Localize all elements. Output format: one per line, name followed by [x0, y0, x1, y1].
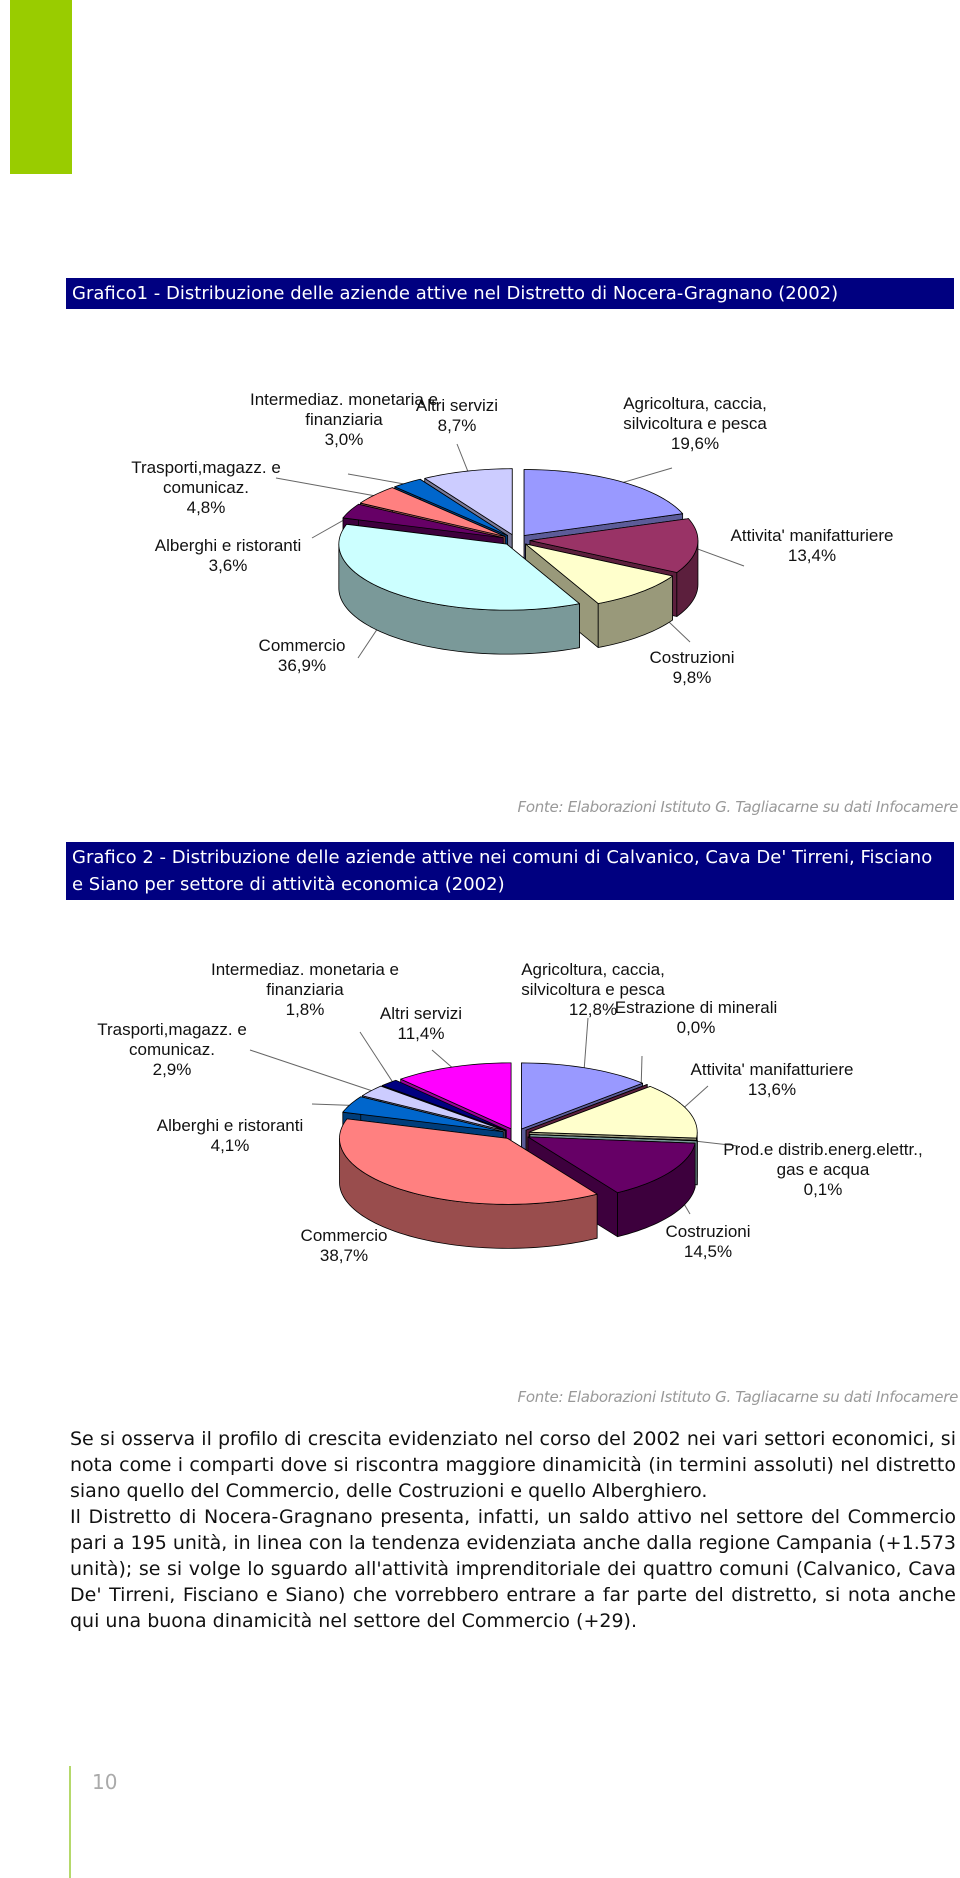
value-label: 36,9% — [277, 656, 327, 675]
slice-label: Trasporti,magazz. e comunicaz. 4,8% — [101, 458, 311, 518]
paragraph: Se si osserva il profilo di crescita evi… — [70, 1428, 956, 1502]
category-name: Commercio — [258, 636, 346, 655]
pie-slice — [361, 1085, 506, 1132]
pie-slice — [339, 1118, 598, 1205]
slice-label: Estrazione di minerali 0,0% — [591, 998, 801, 1038]
page-number: 10 — [92, 1770, 118, 1794]
value-label: 0,0% — [676, 1018, 716, 1037]
slice-label: Attivita' manifatturiere 13,6% — [667, 1060, 877, 1100]
category-name: Intermediaz. monetaria e finanziaria — [210, 960, 400, 999]
pie-slice — [338, 523, 580, 611]
value-label: 14,5% — [683, 1242, 733, 1261]
slice-label: Commercio 36,9% — [197, 636, 407, 676]
category-name: Costruzioni — [665, 1222, 751, 1241]
slice-label: Trasporti,magazz. e comunicaz. 2,9% — [67, 1020, 277, 1080]
pie-slice — [528, 1086, 698, 1139]
category-name: Estrazione di minerali — [614, 998, 778, 1017]
pie-slice — [523, 469, 684, 536]
value-label: 0,1% — [803, 1180, 843, 1199]
pie-slice — [529, 1134, 698, 1142]
chart-title: Grafico 2 - Distribuzione delle aziende … — [66, 842, 954, 900]
page-rule — [69, 1766, 71, 1878]
pie-slice — [525, 1084, 648, 1131]
value-label: 13,6% — [747, 1080, 797, 1099]
leader-line — [275, 477, 382, 498]
category-name: Trasporti,magazz. e comunicaz. — [131, 458, 281, 497]
leader-line — [583, 1017, 589, 1072]
pie-slice — [521, 1062, 643, 1130]
slice-label: Altri servizi 11,4% — [316, 1004, 526, 1044]
slice-label: Commercio 38,7% — [239, 1226, 449, 1266]
value-label: 11,4% — [397, 1024, 445, 1043]
leader-line — [359, 1031, 396, 1086]
pie-slice — [394, 478, 509, 536]
category-name: Agricoltura, caccia, silvicoltura e pesc… — [521, 960, 665, 999]
slice-label: Alberghi e ristoranti 3,6% — [123, 536, 333, 576]
value-label: 12,8% — [568, 1000, 618, 1019]
value-label: 13,4% — [787, 546, 837, 565]
leader-line — [456, 443, 470, 475]
category-name: Prod.e distrib.energ.elettr., gas e acqu… — [723, 1140, 923, 1179]
value-label: 19,6% — [670, 434, 720, 453]
value-label: 8,7% — [437, 416, 477, 435]
slice-label: Intermediaz. monetaria e finanziaria 3,0% — [239, 390, 449, 450]
value-label: 3,0% — [324, 430, 364, 449]
category-name: Intermediaz. monetaria e finanziaria — [249, 390, 439, 429]
pie-slice — [424, 468, 513, 536]
value-label: 2,9% — [152, 1060, 192, 1079]
value-label: 1,8% — [285, 1000, 325, 1019]
accent-block — [10, 0, 72, 174]
category-name: Commercio — [300, 1226, 388, 1245]
pie-slice — [381, 1079, 507, 1131]
pie-slice — [400, 1062, 512, 1130]
pie-slice — [342, 503, 504, 539]
leader-line — [347, 473, 413, 486]
slice-label: Altri servizi 8,7% — [352, 396, 562, 436]
slice-label: Attivita' manifatturiere 13,4% — [707, 526, 917, 566]
pie-slice — [527, 1136, 696, 1194]
paragraph: Il Distretto di Nocera-Gragnano presenta… — [70, 1506, 956, 1632]
leader-line — [616, 467, 673, 485]
slice-label: Costruzioni 14,5% — [603, 1222, 813, 1262]
category-name: Attivita' manifatturiere — [730, 526, 894, 545]
chart-source: Fonte: Elaborazioni Istituto G. Tagliaca… — [517, 1388, 959, 1406]
value-label: 38,7% — [319, 1246, 369, 1265]
pie-slice — [529, 518, 699, 573]
category-name: Costruzioni — [649, 648, 735, 667]
slice-label: Agricoltura, caccia, silvicoltura e pesc… — [488, 960, 698, 1020]
category-name: Altri servizi — [379, 1004, 463, 1023]
leader-line — [640, 1055, 643, 1087]
slice-label: Prod.e distrib.energ.elettr., gas e acqu… — [718, 1140, 928, 1200]
slice-label: Agricoltura, caccia, silvicoltura e pesc… — [590, 394, 800, 454]
pie-slice — [342, 1096, 504, 1133]
value-label: 4,8% — [186, 498, 226, 517]
value-label: 9,8% — [672, 668, 712, 687]
chart-title: Grafico1 - Distribuzione delle aziende a… — [66, 278, 954, 309]
category-name: Alberghi e ristoranti — [154, 536, 302, 555]
pie-slice — [525, 543, 673, 604]
value-label: 4,1% — [210, 1136, 250, 1155]
category-name: Alberghi e ristoranti — [156, 1116, 304, 1135]
slice-label: Alberghi e ristoranti 4,1% — [125, 1116, 335, 1156]
slice-label: Costruzioni 9,8% — [587, 648, 797, 688]
value-label: 3,6% — [208, 556, 248, 575]
category-name: Attivita' manifatturiere — [690, 1060, 854, 1079]
leader-line — [249, 1049, 378, 1094]
slice-label: Intermediaz. monetaria e finanziaria 1,8% — [200, 960, 410, 1020]
pie-slice — [359, 487, 506, 537]
category-name: Altri servizi — [415, 396, 499, 415]
category-name: Trasporti,magazz. e comunicaz. — [97, 1020, 247, 1059]
chart-source: Fonte: Elaborazioni Istituto G. Tagliaca… — [517, 798, 959, 816]
body-text: Se si osserva il profilo di crescita evi… — [70, 1426, 956, 1634]
category-name: Agricoltura, caccia, silvicoltura e pesc… — [623, 394, 767, 433]
